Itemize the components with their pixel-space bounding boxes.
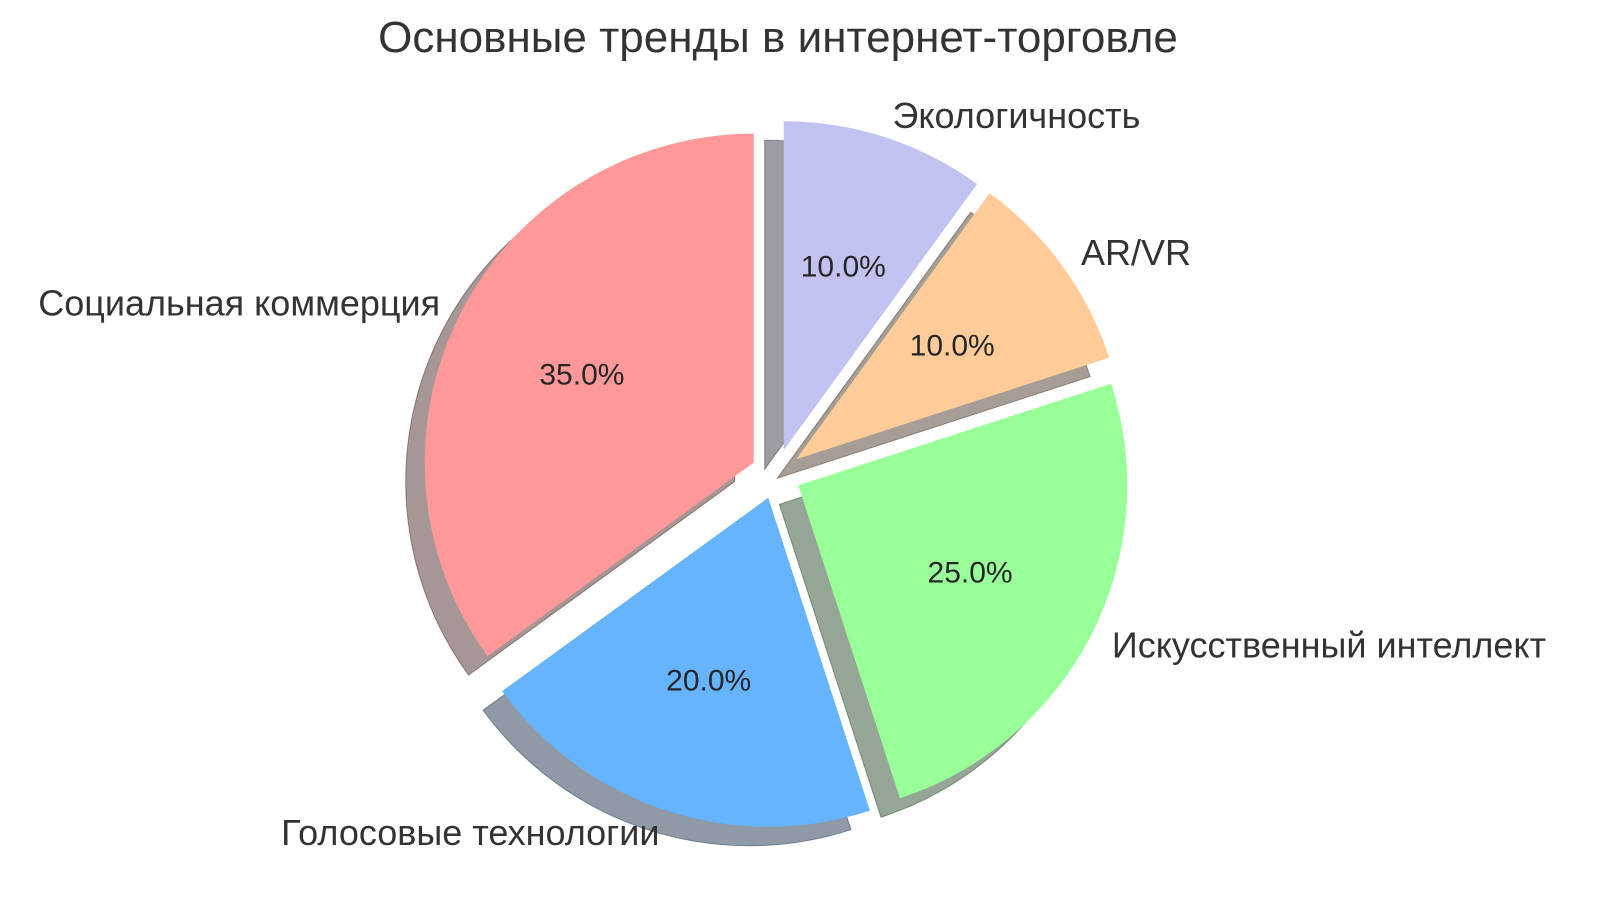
svg-text:35.0%: 35.0% — [539, 359, 624, 392]
svg-text:Искусственный интеллект: Искусственный интеллект — [1112, 625, 1546, 666]
svg-text:AR/VR: AR/VR — [1081, 232, 1191, 273]
svg-text:Основные тренды в интернет-тор: Основные тренды в интернет-торговле — [378, 13, 1178, 62]
svg-text:Экологичность: Экологичность — [893, 95, 1141, 136]
svg-text:Социальная коммерция: Социальная коммерция — [38, 282, 440, 323]
svg-text:10.0%: 10.0% — [910, 330, 995, 363]
svg-text:Голосовые технологии: Голосовые технологии — [281, 812, 659, 853]
svg-text:10.0%: 10.0% — [801, 250, 886, 283]
svg-text:25.0%: 25.0% — [928, 556, 1013, 589]
svg-text:20.0%: 20.0% — [666, 665, 751, 698]
